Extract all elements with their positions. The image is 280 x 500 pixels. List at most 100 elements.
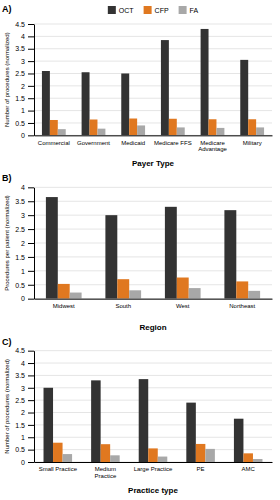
grid-line (34, 350, 272, 351)
tick-label: 0.5 (15, 120, 25, 127)
tick-mark (28, 363, 34, 364)
bar (165, 207, 177, 299)
tick-mark (28, 271, 34, 272)
grid-line (34, 375, 272, 376)
legend: OCTCFPFA (108, 6, 199, 14)
bar (58, 129, 66, 135)
tick-label-line: Advantage (198, 146, 227, 152)
grid-line (34, 243, 272, 244)
tick-label: 1.5 (15, 254, 25, 261)
grid (34, 24, 272, 135)
tick-label: 2 (21, 240, 25, 247)
tick: 2.5 (15, 70, 34, 77)
tick-label: 4.5 (15, 21, 25, 28)
tick-label: 3.5 (15, 198, 25, 205)
tick: 2.5 (15, 226, 34, 233)
tick-label-line: Military (243, 140, 262, 146)
legend-label: FA (190, 7, 199, 14)
tick-label-line: Government (77, 140, 110, 146)
tick-label: MedicareAdvantage (198, 140, 227, 153)
tick: 4.5 (15, 347, 34, 354)
tick: Medicaid (121, 140, 145, 146)
bars (44, 379, 263, 462)
grid (34, 187, 272, 298)
bar (224, 210, 236, 299)
tick-mark (28, 299, 34, 300)
tick: Midwest (53, 303, 75, 309)
tick-label: 2 (21, 83, 25, 90)
tick-label: Military (243, 140, 262, 146)
tick: 1.5 (15, 254, 34, 261)
tick: Large Practice (134, 466, 173, 472)
legend-item: FA (179, 6, 199, 14)
tick: Government (77, 140, 110, 146)
tick-label: 1 (21, 268, 25, 275)
bar (236, 281, 248, 298)
bar (58, 284, 70, 299)
tick-label: 4.5 (15, 347, 25, 354)
bar (44, 388, 54, 462)
grid-line (34, 73, 272, 74)
x-axis: Midwest South West Northeast (35, 299, 273, 309)
tick: South (115, 303, 131, 309)
grid-line (34, 110, 272, 111)
axis-line (34, 351, 35, 462)
tick-mark (28, 425, 34, 426)
bar (256, 127, 264, 135)
tick: 0 (21, 459, 34, 466)
tick-mark (28, 243, 34, 244)
legend-label: CFP (155, 7, 169, 14)
tick-label: 2.5 (15, 70, 25, 77)
tick: Small Practice (39, 466, 78, 472)
x-axis-title: Payer Type (132, 159, 175, 168)
x-axis: Small PracticeMediumPracticeLarge Practi… (35, 463, 273, 480)
grid-line (34, 201, 272, 202)
bar (90, 119, 98, 135)
tick-label: 2 (21, 409, 25, 416)
bar (70, 293, 82, 299)
tick-label-line: Northeast (229, 303, 255, 309)
panel: 00.511.522.533.544.5CommercialGovernment… (2, 4, 273, 168)
grid-line (34, 85, 272, 86)
tick: 0.5 (15, 281, 34, 288)
tick-label: Medicaid (121, 140, 145, 146)
tick-label: 1.5 (15, 95, 25, 102)
tick: 1.5 (15, 95, 34, 102)
grid-line (34, 98, 272, 99)
tick: Medicare FFS (154, 140, 192, 146)
legend-swatch (108, 6, 116, 14)
grid-line (34, 256, 272, 257)
tick-mark (28, 215, 34, 216)
grid-line (34, 122, 272, 123)
tick-label: 0 (21, 132, 25, 139)
tick-label: West (176, 303, 190, 309)
tick: 0 (21, 295, 34, 302)
y-axis: 00.511.522.533.544.5 (15, 347, 34, 465)
panel-title: B) (2, 173, 12, 183)
tick-label-line: Large Practice (134, 466, 173, 472)
grid-line (34, 48, 272, 49)
bar (46, 197, 58, 299)
bar (42, 71, 50, 135)
bar (129, 290, 141, 298)
tick: 3 (21, 212, 34, 219)
axis-line (34, 188, 35, 299)
tick: 3.5 (15, 45, 34, 52)
legend-item: CFP (144, 6, 169, 14)
tick: 0.5 (15, 446, 34, 453)
bar (186, 403, 196, 462)
tick: 4 (21, 184, 34, 191)
tick: MedicareAdvantage (198, 140, 227, 153)
bar (91, 380, 101, 462)
tick: 2 (21, 83, 34, 90)
bar (63, 454, 73, 462)
tick-label: 4 (21, 33, 25, 40)
tick-label: 1 (21, 434, 25, 441)
tick-mark (28, 285, 34, 286)
panel: 0 0.5 1 1.5 2 2.5 3 3.5 4 Midwest South West Northea… (2, 173, 273, 331)
y-axis: 0 0.5 1 1.5 2 2.5 3 3.5 4 (15, 184, 34, 302)
grid-line (34, 400, 272, 401)
tick-mark (28, 375, 34, 376)
tick-label-line: Commercial (38, 140, 70, 146)
tick: 0 (21, 132, 34, 139)
